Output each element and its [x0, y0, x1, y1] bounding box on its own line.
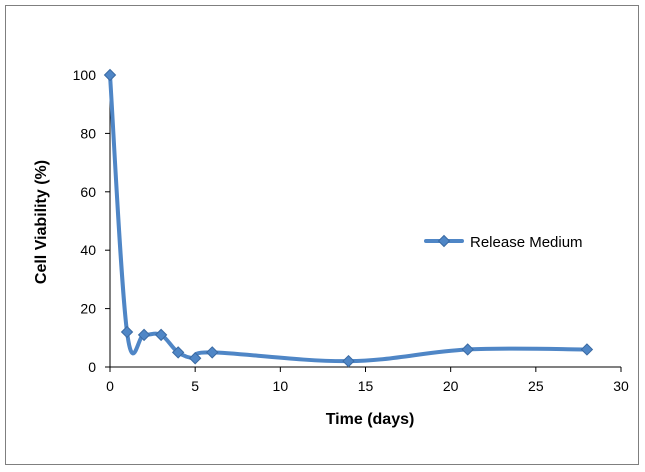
y-tick-label: 40 [80, 242, 96, 258]
y-ticks: 0 20 40 60 80 100 [73, 67, 110, 375]
y-tick-label: 60 [80, 184, 96, 200]
x-axis-title: Time (days) [326, 411, 415, 428]
y-tick-label: 0 [88, 359, 96, 375]
y-axis-title: Cell Viability (%) [33, 160, 50, 284]
data-point-marker [154, 328, 168, 342]
axes: 0 5 10 15 20 25 30 0 20 40 60 80 100 [73, 67, 629, 394]
legend: Release Medium [424, 234, 583, 251]
legend-marker [437, 234, 451, 248]
y-tick-label: 100 [73, 67, 97, 83]
data-point-marker [205, 346, 219, 359]
x-tick-label: 0 [106, 378, 114, 394]
data-point-marker [171, 346, 185, 359]
x-tick-label: 10 [273, 378, 289, 394]
x-tick-label: 20 [443, 378, 459, 394]
x-ticks: 0 5 10 15 20 25 30 [106, 367, 629, 394]
x-tick-label: 30 [613, 378, 629, 394]
data-point-marker [103, 68, 117, 82]
legend-label: Release Medium [470, 234, 583, 251]
y-tick-label: 80 [80, 125, 96, 141]
y-tick-label: 20 [80, 301, 96, 317]
data-point-marker [137, 328, 151, 342]
series-line [108, 73, 589, 364]
x-tick-label: 25 [528, 378, 544, 394]
data-point-marker [342, 354, 355, 368]
data-point-marker [188, 352, 202, 365]
x-tick-label: 15 [358, 378, 374, 394]
series-release-medium [103, 68, 594, 368]
data-point-marker [120, 325, 134, 339]
data-point-marker [461, 343, 474, 356]
x-tick-label: 5 [191, 378, 199, 394]
data-point-marker [580, 343, 594, 356]
